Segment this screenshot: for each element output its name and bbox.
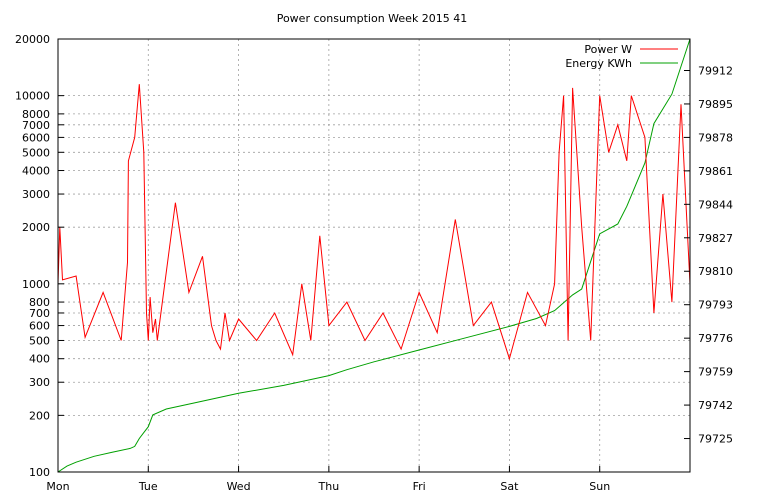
y2-tick-label: 79759 — [698, 366, 733, 379]
y-tick-label: 500 — [29, 334, 50, 347]
y-tick-label: 10000 — [15, 90, 50, 103]
energy-series — [57, 38, 691, 473]
x-tick-label: Tue — [138, 480, 158, 493]
x-tick-label: Thu — [318, 480, 340, 493]
y2-tick-label: 79742 — [698, 399, 733, 412]
power-series — [57, 84, 691, 361]
y2-tick-label: 79793 — [698, 299, 733, 312]
y-tick-label: 2000 — [22, 221, 50, 234]
y2-tick-label: 79895 — [698, 98, 733, 111]
y-tick-label: 700 — [29, 307, 50, 320]
x-tick-label: Fri — [413, 480, 426, 493]
plot-frame — [57, 38, 691, 473]
x-tick-label: Mon — [46, 480, 69, 493]
chart-title: Power consumption Week 2015 41 — [277, 12, 468, 25]
y-tick-label: 1000 — [22, 278, 50, 291]
y-tick-label: 300 — [29, 376, 50, 389]
x-tick-label: Sat — [500, 480, 519, 493]
y-tick-label: 20000 — [15, 33, 50, 46]
y-tick-label: 800 — [29, 296, 50, 309]
y2-tick-label: 79810 — [698, 265, 733, 278]
y2-tick-label: 79844 — [698, 198, 733, 211]
y2-tick-label: 79861 — [698, 165, 733, 178]
y2-tick-label: 79878 — [698, 131, 733, 144]
legend-power-label: Power W — [584, 43, 632, 56]
y-tick-label: 100 — [29, 466, 50, 479]
grid — [58, 38, 690, 473]
y-tick-label: 6000 — [22, 131, 50, 144]
y2-tick-label: 79776 — [698, 332, 733, 345]
y2-tick-label: 79725 — [698, 433, 733, 446]
y-tick-label: 400 — [29, 353, 50, 366]
y-tick-label: 5000 — [22, 146, 50, 159]
y-tick-label: 7000 — [22, 119, 50, 132]
y-tick-label: 8000 — [22, 108, 50, 121]
y-tick-label: 600 — [29, 320, 50, 333]
legend: Power W Energy KWh — [565, 43, 678, 70]
y-tick-label: 200 — [29, 409, 50, 422]
power-line — [57, 84, 691, 361]
legend-energy-label: Energy KWh — [565, 57, 632, 70]
y-tick-label: 4000 — [22, 165, 50, 178]
y2-tick-label: 79912 — [698, 64, 733, 77]
energy-line — [57, 38, 691, 473]
y-tick-label: 3000 — [22, 188, 50, 201]
x-tick-label: Sun — [589, 480, 610, 493]
y2-tick-label: 79827 — [698, 232, 733, 245]
x-tick-label: Wed — [227, 480, 251, 493]
